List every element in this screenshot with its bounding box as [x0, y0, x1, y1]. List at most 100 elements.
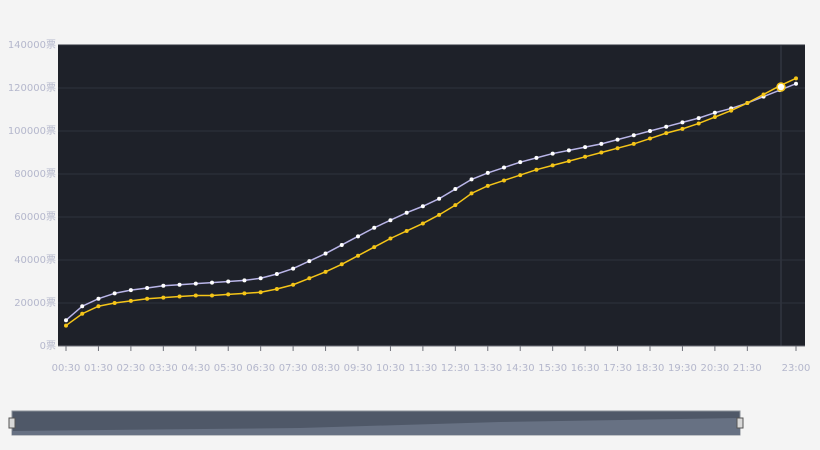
data-point: [485, 170, 490, 175]
data-point: [550, 151, 555, 156]
data-point: [696, 121, 701, 126]
x-tick-label: 08:30: [311, 363, 340, 374]
data-point: [193, 281, 198, 286]
data-point: [502, 178, 506, 183]
data-point: [128, 288, 133, 293]
data-point: [794, 76, 798, 81]
data-point: [404, 210, 409, 215]
zoom-slider[interactable]: [8, 410, 744, 436]
hover-marker: [776, 82, 786, 92]
data-point: [437, 196, 442, 201]
data-point: [80, 304, 85, 309]
x-tick-label: 17:30: [603, 363, 632, 374]
data-point: [291, 282, 296, 287]
data-point: [339, 242, 344, 247]
x-tick-label: 13:30: [473, 363, 502, 374]
data-point: [96, 296, 101, 301]
data-point: [193, 293, 198, 298]
data-point: [258, 276, 263, 281]
data-point: [712, 115, 717, 120]
data-point: [210, 293, 214, 298]
y-tick-label: 60000票: [14, 211, 56, 223]
data-point: [566, 159, 571, 164]
data-point: [112, 301, 117, 305]
x-tick-label: 00:30: [52, 363, 81, 374]
data-point: [420, 204, 425, 209]
data-point: [550, 163, 555, 168]
data-point: [96, 304, 101, 309]
data-point: [291, 266, 296, 271]
data-point: [145, 285, 150, 290]
y-tick-label: 40000票: [14, 254, 56, 266]
x-tick-label: 02:30: [116, 363, 145, 374]
data-point: [631, 141, 636, 146]
data-point: [161, 295, 166, 300]
data-point: [729, 108, 734, 113]
data-point: [437, 212, 442, 217]
zoom-handle[interactable]: [8, 417, 16, 429]
plot-background: [58, 45, 805, 346]
data-point: [453, 187, 458, 192]
data-point: [128, 298, 133, 303]
data-point: [696, 116, 701, 121]
x-tick-label: 09:30: [344, 363, 373, 374]
data-point: [518, 173, 523, 178]
data-point: [404, 228, 409, 233]
data-point: [388, 218, 393, 223]
data-point: [339, 262, 344, 267]
y-tick-label: 100000票: [8, 125, 56, 137]
data-point: [599, 141, 604, 146]
x-tick-label: 20:30: [700, 363, 729, 374]
x-tick-label: 18:30: [636, 363, 665, 374]
data-point: [356, 253, 360, 258]
data-point: [242, 278, 247, 283]
data-point: [648, 129, 652, 133]
series-line: [65, 83, 797, 321]
data-point: [566, 148, 571, 153]
data-point: [615, 137, 620, 142]
x-tick-label: 11:30: [408, 363, 437, 374]
data-point: [258, 290, 263, 295]
data-point: [420, 221, 425, 226]
data-point: [745, 101, 750, 106]
data-point: [161, 283, 166, 288]
data-point: [145, 296, 150, 301]
data-point: [794, 81, 798, 86]
data-point: [761, 92, 766, 97]
y-tick-label: 0票: [40, 340, 56, 352]
zoom-handle[interactable]: [736, 417, 744, 429]
data-point: [680, 120, 685, 125]
data-point: [664, 124, 669, 129]
data-point: [680, 126, 685, 131]
data-point: [372, 245, 377, 250]
zoom-preview: [12, 418, 740, 435]
x-tick-label: 21:30: [733, 363, 762, 374]
x-tick-label: 01:30: [84, 363, 113, 374]
data-point: [242, 291, 247, 296]
data-point: [177, 294, 182, 299]
data-point: [534, 155, 539, 160]
data-point: [64, 318, 68, 323]
data-point: [372, 225, 377, 230]
data-point: [274, 287, 279, 292]
data-point: [485, 183, 490, 188]
data-point: [307, 259, 312, 264]
x-tick-label: 16:30: [571, 363, 600, 374]
data-point: [210, 280, 214, 285]
data-point: [469, 177, 474, 182]
data-point: [323, 269, 328, 274]
y-tick-label: 140000票: [8, 39, 56, 51]
x-tick-label: 03:30: [149, 363, 178, 374]
x-tick-label: 15:30: [538, 363, 567, 374]
data-point: [453, 203, 458, 208]
data-point: [648, 136, 652, 141]
data-point: [518, 160, 523, 165]
x-tick-label: 06:30: [246, 363, 275, 374]
y-tick-label: 20000票: [14, 297, 56, 309]
data-point: [583, 154, 588, 159]
data-point: [323, 251, 328, 256]
data-point: [64, 323, 68, 328]
data-point: [226, 279, 231, 284]
series-line: [65, 77, 797, 327]
